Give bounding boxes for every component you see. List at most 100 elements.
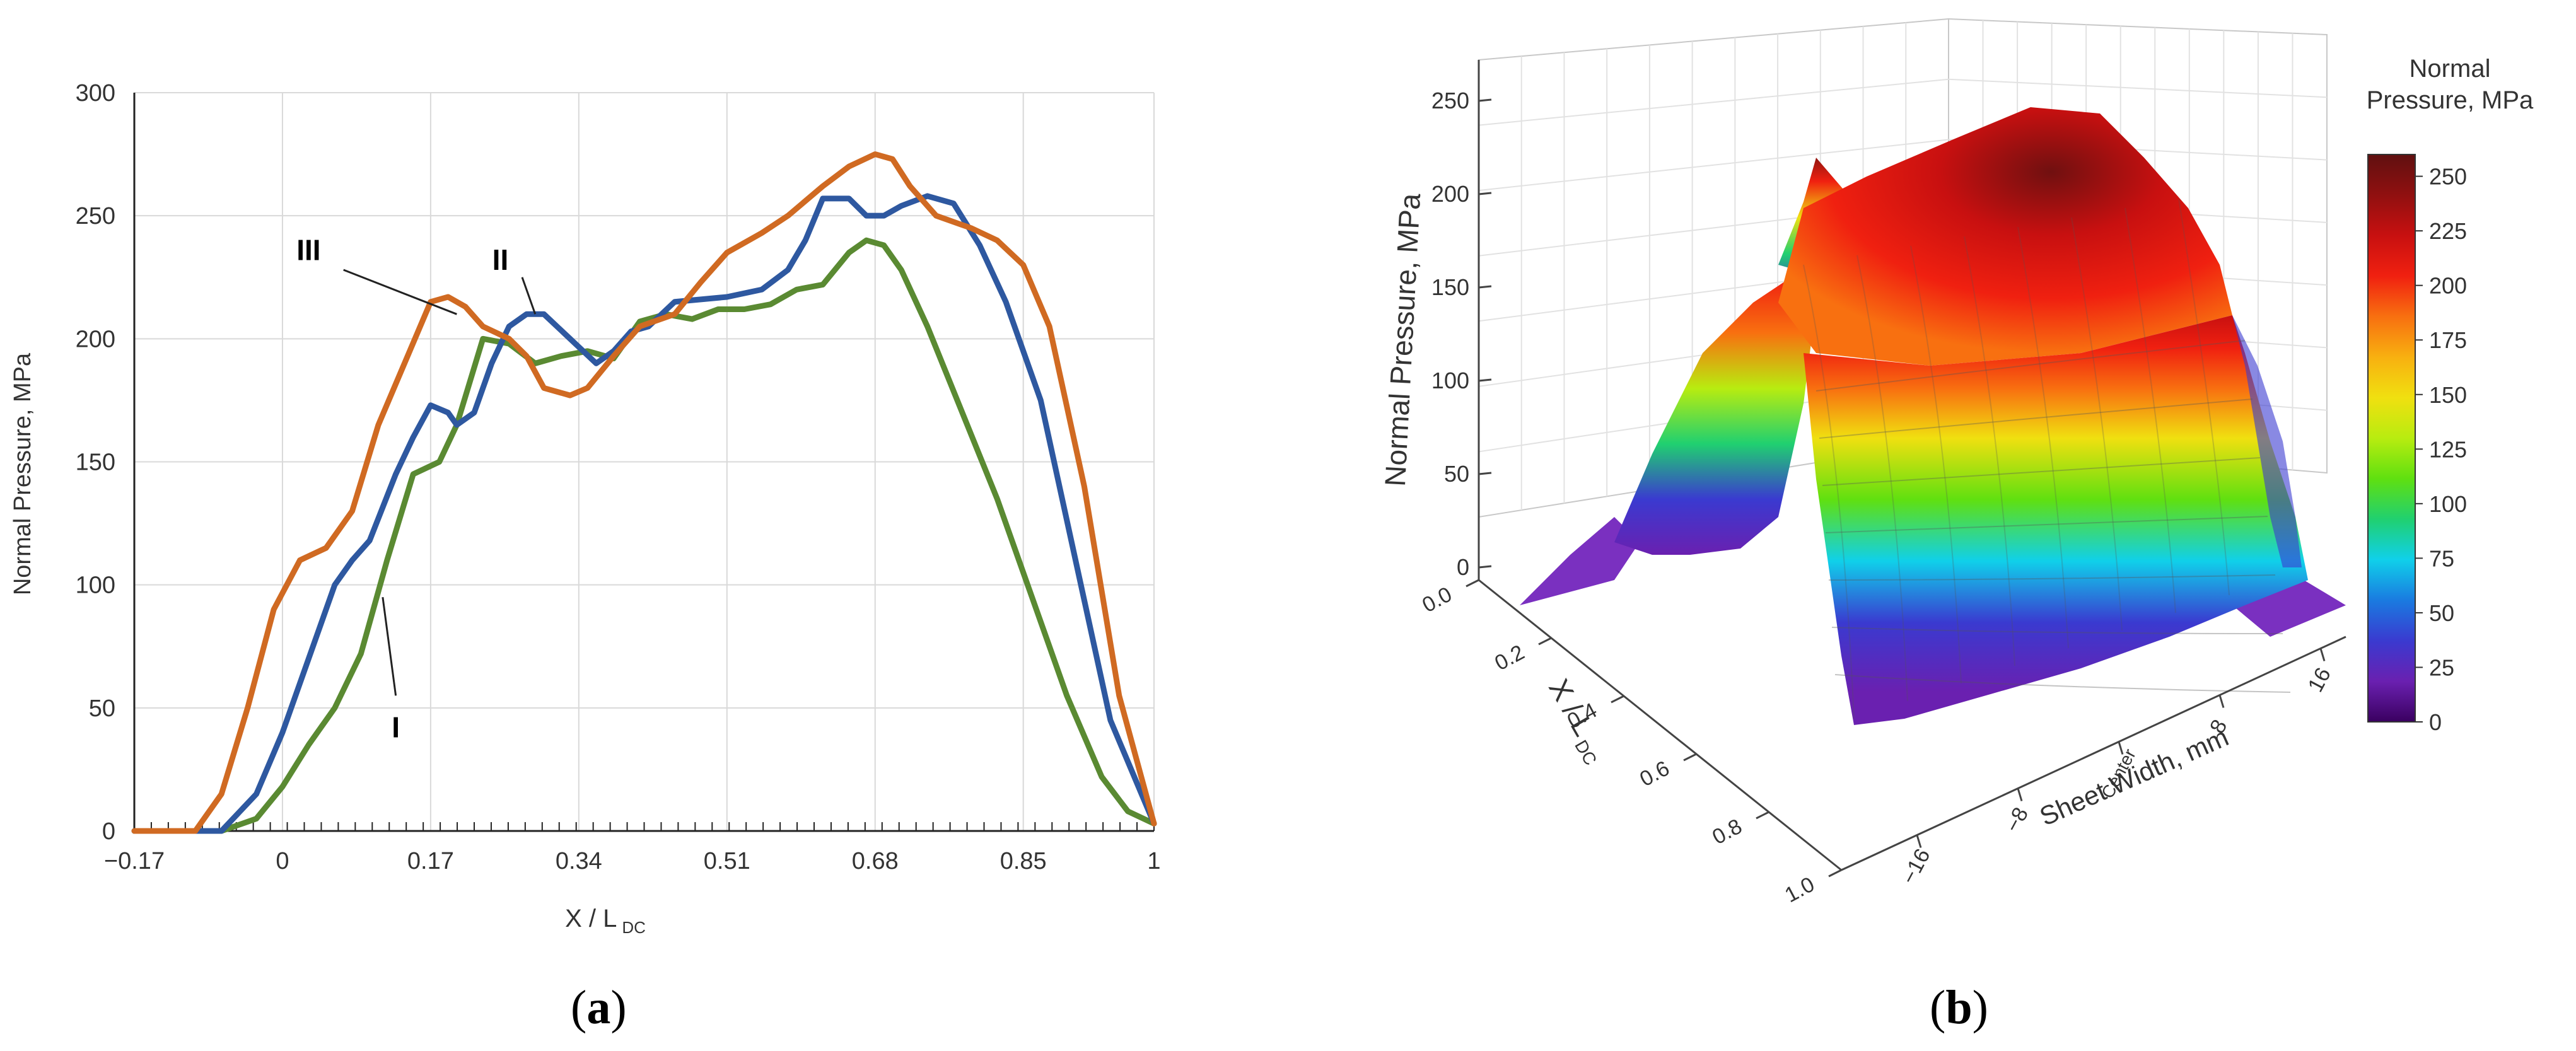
mesh-line-v-0: [1803, 264, 1855, 719]
z-tick-label-5: 250: [1431, 88, 1469, 113]
x-tick-mark-5: [1828, 869, 1842, 878]
x-tick-label-1: 0.2: [1491, 641, 1529, 676]
series-lines: [131, 151, 1157, 834]
x-axis-label-3d: X / LDC: [1539, 673, 1616, 769]
colorbar-title-line1: Normal: [2410, 55, 2491, 83]
z-tick-mark-1: [1478, 472, 1492, 475]
colorbar-tick-label-2: 50: [2429, 600, 2454, 626]
panel-label-b-letter: b: [1945, 981, 1973, 1034]
z-tick-mark-0: [1478, 565, 1492, 569]
z-ticks: 0 50 100 150 200 250: [1431, 88, 1492, 580]
x-axis-label-sub: DC: [622, 918, 646, 937]
wall-grid-left-h-2: [1478, 139, 1949, 192]
colorbar-tick-label-8: 200: [2429, 273, 2467, 299]
y-tick-mark-2: [2118, 741, 2124, 755]
z-tick-mark-5: [1478, 98, 1492, 102]
mesh-line-h-6: [1834, 674, 2291, 693]
x-tick-mark-1: [1538, 637, 1552, 646]
x-ticks: 0.00.20.40.60.81.0: [1418, 579, 1842, 907]
surface-floor-left: [1520, 517, 1640, 605]
y-tick-mark-3: [2218, 695, 2225, 708]
mesh-line-h-5: [1831, 627, 2283, 634]
colorbar: Normal Pressure, MPa 0 25 50 75 100 125 150 175…: [2367, 55, 2534, 735]
colorbar-gradient: [2367, 154, 2416, 723]
panel-label-a: (a): [571, 980, 627, 1035]
y-tick-mark-0: [1916, 835, 1922, 848]
mesh-line-h-2: [1822, 457, 2261, 486]
x-tick-label-5: 0.68: [852, 848, 899, 874]
x-tick-label-3: 0.6: [1636, 757, 1674, 792]
z-tick-label-0: 0: [1457, 554, 1469, 580]
x-axis-label-main: X / L: [565, 905, 617, 932]
panel-label-a-open: (: [571, 981, 587, 1034]
y-axis-label-3d: Sheet Width, mm: [2035, 722, 2232, 832]
mesh-line-h-4: [1828, 574, 2276, 581]
y-tick-label-4: 16: [2304, 664, 2336, 696]
series-line-III: [131, 151, 1157, 834]
colorbar-tick-label-3: 75: [2429, 545, 2454, 571]
mesh-line-h-0: [1815, 340, 2246, 392]
surface-top: [1778, 107, 2232, 366]
surface-front-face: [1804, 315, 2308, 725]
z-tick-mark-2: [1478, 378, 1492, 382]
colorbar-tick-label-5: 125: [2429, 436, 2467, 462]
annotation-leader-I: [382, 596, 397, 696]
mesh-line-v-2: [1910, 245, 1962, 684]
y-tick-mark-4: [2319, 648, 2326, 661]
colorbar-tick-label-0: 0: [2429, 709, 2442, 735]
pressure-surface: [1520, 107, 2346, 725]
colorbar-ticks: 0 25 50 75 100 125 150 175 200 225 250: [2415, 164, 2467, 735]
annotation-label-III: III: [296, 233, 320, 266]
panel-label-b: (b): [1930, 980, 1988, 1035]
mesh-line-v-1: [1856, 255, 1908, 702]
x-tick-label-1: 0: [276, 848, 289, 874]
y-tick-label-0: 0: [102, 818, 115, 845]
x-tick-label-3: 0.34: [556, 848, 602, 874]
y-tick-label-5: 250: [76, 203, 115, 229]
x-tick-label-6: 0.85: [1000, 848, 1047, 874]
mesh-line-h-1: [1819, 398, 2253, 439]
series-line-I: [131, 237, 1157, 834]
z-tick-label-4: 200: [1431, 181, 1469, 207]
wall-grid-left-h-1: [1478, 78, 1949, 126]
mesh-line-v-5: [2071, 217, 2123, 631]
colorbar-tick-label-10: 250: [2429, 164, 2467, 190]
z-tick-label-2: 100: [1431, 368, 1469, 393]
mesh-line-h-3: [1825, 516, 2268, 533]
z-tick-label-3: 150: [1431, 274, 1469, 300]
surface-left-flank: [1614, 277, 1816, 555]
panel-label-b-close: ): [1972, 981, 1988, 1034]
z-tick-label-1: 50: [1444, 461, 1469, 487]
z-tick-mark-3: [1478, 285, 1492, 289]
x-tick-label-7: 1: [1147, 848, 1160, 874]
mesh-line-v-3: [1964, 236, 2015, 666]
series-line-II: [131, 193, 1157, 834]
line-chart-panel-a: −0.17 0 0.17 0.34 0.51 0.68 0.85 1 0 50 100 150 200…: [9, 80, 1161, 937]
colorbar-tick-label-6: 150: [2429, 382, 2467, 408]
colorbar-tick-label-9: 225: [2429, 218, 2467, 244]
colorbar-tick-label-7: 175: [2429, 327, 2467, 353]
mesh-line-v-4: [2017, 226, 2069, 649]
y-tick-label-0: −16: [1897, 845, 1935, 888]
y-tick-label-1: −8: [2000, 803, 2033, 836]
y-axis-label: Normal Pressure, MPa: [9, 352, 36, 595]
x-tick-mark-4: [1756, 811, 1769, 820]
panel-label-a-letter: a: [586, 981, 611, 1034]
y-tick-label-1: 50: [89, 695, 115, 722]
x-tick-label-0: 0.0: [1418, 583, 1456, 618]
annotation-leader-III: [343, 269, 457, 315]
colorbar-title-line2: Pressure, MPa: [2367, 86, 2534, 114]
colorbar-tick-label-4: 100: [2429, 491, 2467, 517]
colorbar-tick-label-1: 25: [2429, 654, 2454, 680]
x-tick-label-4: 0.51: [704, 848, 750, 874]
y-axis-line: [1841, 636, 2346, 871]
annotation-label-I: I: [392, 711, 400, 744]
x-tick-mark-2: [1611, 695, 1624, 704]
x-tick-label-4: 0.8: [1708, 815, 1746, 850]
y-tick-labels: 0 50 100 150 200 250 300: [76, 80, 115, 845]
wall-grid-right-h-1: [1948, 78, 2328, 98]
y-tick-label-3: 150: [76, 450, 115, 476]
x-axis-label: X / L DC: [565, 905, 646, 937]
